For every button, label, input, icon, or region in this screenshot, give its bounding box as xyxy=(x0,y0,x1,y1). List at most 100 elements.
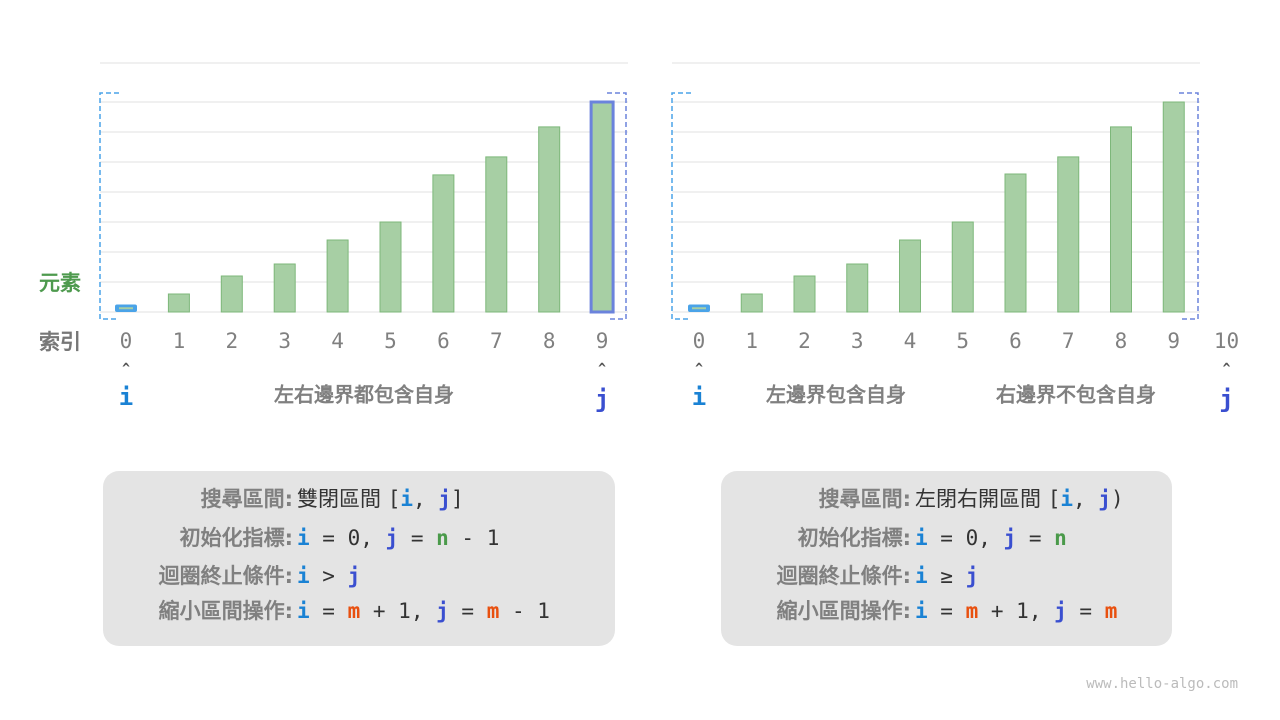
index-label-9: 9 xyxy=(1167,329,1181,353)
token-var-m: m xyxy=(347,599,361,623)
pointer-i: i xyxy=(691,383,707,411)
bar xyxy=(1110,126,1132,313)
token-var-i: i xyxy=(1060,487,1073,511)
bar xyxy=(326,239,349,313)
index-label-4: 4 xyxy=(331,329,344,353)
token-symbol: = 0, xyxy=(309,526,386,550)
bar xyxy=(432,174,455,313)
bar xyxy=(951,221,974,313)
token-var-j: j xyxy=(436,599,449,623)
bar xyxy=(379,221,402,313)
token-var-m: m xyxy=(965,599,979,623)
token-symbol: = xyxy=(1066,599,1105,623)
panel-row-label: 搜尋區間: xyxy=(200,487,293,511)
token-symbol: , xyxy=(413,487,439,511)
panel-row-value: i = m + 1, j = m xyxy=(915,593,1117,629)
bar xyxy=(538,126,561,313)
token-var-j: j xyxy=(1098,487,1111,511)
index-label-0: 0 xyxy=(692,329,706,353)
pointer-i: i xyxy=(118,383,134,411)
bar xyxy=(273,263,296,313)
token-var-i: i xyxy=(915,599,928,623)
interval-caption: 左邊界包含自身 xyxy=(766,382,906,407)
index-label-1: 1 xyxy=(172,329,186,353)
token-var-n: n xyxy=(436,526,449,550)
index-label-8: 8 xyxy=(542,329,556,353)
index-label-2: 2 xyxy=(225,329,239,353)
token-symbol: = xyxy=(927,599,966,623)
panel-row: 縮小區間操作: i = m + 1, j = m xyxy=(721,593,1172,629)
token-var-m: m xyxy=(486,599,500,623)
index-label-10: 10 xyxy=(1213,329,1240,353)
token-var-m: m xyxy=(1104,599,1118,623)
token-symbol: = xyxy=(398,526,437,550)
panel-row: 初始化指標: i = 0, j = n xyxy=(721,520,1172,556)
panel-row: 搜尋區間: 左閉右開區間 [i, j) xyxy=(721,481,1172,517)
index-label-2: 2 xyxy=(798,329,811,353)
token-symbol: > xyxy=(309,564,348,588)
token-text: 雙閉區間 xyxy=(297,487,388,511)
bar xyxy=(1004,173,1027,313)
index-label-4: 4 xyxy=(903,329,917,353)
token-var-n: n xyxy=(1054,526,1067,550)
bar xyxy=(485,156,508,313)
token-var-j: j xyxy=(965,564,979,588)
left-summary-panel: 搜尋區間: 雙閉區間 [i, j] 初始化指標: i = 0, j = n - 1 迴圈… xyxy=(103,471,615,646)
token-symbol: = xyxy=(448,599,487,623)
bar xyxy=(846,263,869,313)
token-symbol: = xyxy=(1016,526,1055,550)
panel-row-value: i > j xyxy=(297,558,360,594)
bar xyxy=(167,293,190,313)
index-label-3: 3 xyxy=(850,329,864,353)
token-symbol: , xyxy=(1073,487,1099,511)
panel-row-label: 初始化指標: xyxy=(797,526,911,550)
bar xyxy=(740,293,763,313)
token-var-i: i xyxy=(297,526,310,550)
token-symbol: - 1 xyxy=(499,599,550,623)
panel-row-value: i ≥ j xyxy=(915,558,978,594)
index-label: 索引 xyxy=(39,330,81,354)
watermark: www.hello-algo.com xyxy=(1086,676,1238,692)
panel-row-value: 雙閉區間 [i, j] xyxy=(297,481,464,517)
index-label-6: 6 xyxy=(1009,329,1022,353)
left-bound-bracket xyxy=(99,92,119,320)
token-symbol: [ xyxy=(387,487,401,511)
token-var-j: j xyxy=(1003,526,1017,550)
right-summary-panel: 搜尋區間: 左閉右開區間 [i, j) 初始化指標: i = 0, j = n 迴圈終止… xyxy=(721,471,1172,646)
index-label-8: 8 xyxy=(1114,329,1128,353)
token-var-i: i xyxy=(400,487,413,511)
interval-caption: 左右邊界都包含自身 xyxy=(274,382,454,407)
pointer-arrow-j: ^ xyxy=(598,361,607,377)
interval-caption: 右邊界不包含自身 xyxy=(996,382,1156,407)
token-symbol: ] xyxy=(450,487,464,511)
pointer-arrow-i: ^ xyxy=(695,361,703,377)
index-label-5: 5 xyxy=(384,329,397,353)
index-label-6: 6 xyxy=(437,329,450,353)
panel-row: 迴圈終止條件: i ≥ j xyxy=(721,558,1172,594)
bar xyxy=(793,275,816,313)
token-symbol: ) xyxy=(1110,487,1124,511)
bar-j xyxy=(589,100,615,314)
pointer-j: j xyxy=(594,385,610,413)
panel-row-label: 初始化指標: xyxy=(179,526,293,550)
panel-row: 搜尋區間: 雙閉區間 [i, j] xyxy=(103,481,615,517)
index-label-7: 7 xyxy=(489,329,503,353)
token-var-j: j xyxy=(438,487,451,511)
panel-row-label: 搜尋區間: xyxy=(818,487,911,511)
right-bound-bracket xyxy=(1179,92,1199,320)
index-label-0: 0 xyxy=(119,329,133,353)
panel-row: 迴圈終止條件: i > j xyxy=(103,558,615,594)
panel-row-value: i = 0, j = n - 1 xyxy=(297,520,499,556)
index-label-5: 5 xyxy=(956,329,970,353)
panel-row-label: 縮小區間操作: xyxy=(158,599,293,623)
index-label-3: 3 xyxy=(278,329,292,353)
token-var-i: i xyxy=(915,564,928,588)
bar xyxy=(1162,101,1185,313)
panel-row-value: i = m + 1, j = m - 1 xyxy=(297,593,550,629)
panel-row: 縮小區間操作: i = m + 1, j = m - 1 xyxy=(103,593,615,629)
pointer-j: j xyxy=(1219,385,1234,413)
panel-row-label: 迴圈終止條件: xyxy=(158,564,293,588)
bar xyxy=(220,275,243,313)
token-symbol: ≥ xyxy=(927,564,966,588)
